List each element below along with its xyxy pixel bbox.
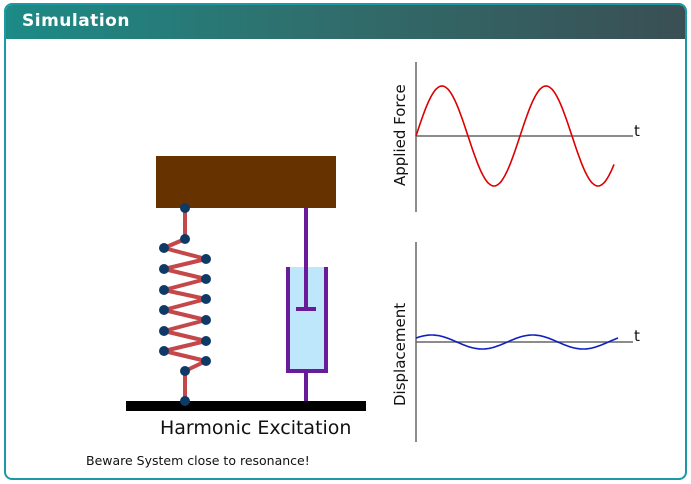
panel-header: Simulation (6, 5, 685, 39)
force-curve (415, 85, 615, 187)
force-x-label: t (634, 122, 640, 140)
spring-nodes (159, 203, 211, 406)
force-y-label: Applied Force (391, 84, 409, 186)
simulation-panel: Simulation (4, 3, 687, 480)
mass-block (156, 156, 336, 208)
displacement-plot (415, 242, 633, 442)
force-plot (415, 62, 633, 212)
displacement-x-label: t (634, 327, 640, 345)
displacement-curve (415, 334, 619, 350)
ground-bar (126, 401, 366, 411)
displacement-y-label: Displacement (391, 302, 409, 406)
resonance-warning: Beware System close to resonance! (86, 453, 310, 468)
spring (162, 208, 208, 401)
damper (286, 208, 328, 401)
scene-caption: Harmonic Excitation (160, 417, 352, 439)
panel-title: Simulation (22, 11, 130, 31)
